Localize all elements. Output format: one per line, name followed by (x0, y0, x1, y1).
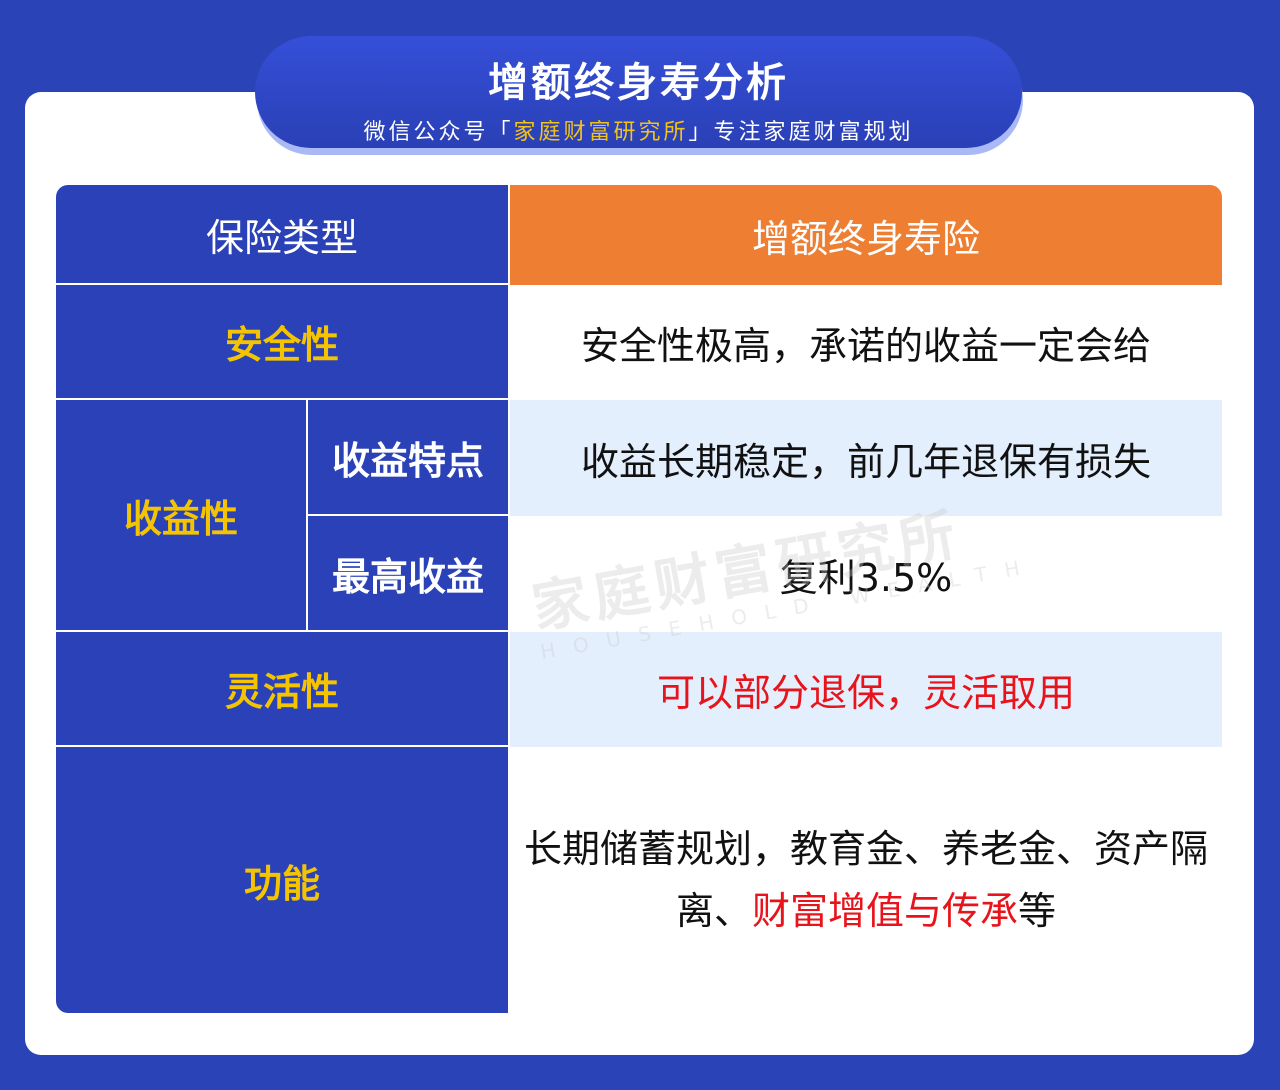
sub-label-return-feature: 收益特点 (308, 400, 510, 516)
row-label-return: 收益性 (56, 400, 308, 632)
subtitle: 微信公众号「家庭财富研究所」专注家庭财富规划 (255, 114, 1022, 146)
sub-label-text: 最高收益 (331, 554, 484, 599)
function-highlight: 财富增值与传承 (751, 889, 1018, 933)
row-value-flexibility: 可以部分退保，灵活取用 (510, 632, 1222, 747)
comparison-table: 保险类型 增额终身寿险 安全性 安全性极高，承诺的收益一定会给 收益性 收益特点… (56, 185, 1222, 1013)
row-value-max-return: 复利3.5% (510, 516, 1222, 632)
page-title: 增额终身寿分析 (488, 60, 789, 106)
row-value-return-feature: 收益长期稳定，前几年退保有损失 (510, 400, 1222, 516)
function-text: 长期储蓄规划，教育金、养老金、资产隔离、 (524, 827, 1209, 933)
row-value-function: 长期储蓄规划，教育金、养老金、资产隔离、财富增值与传承等 (510, 747, 1222, 1013)
col-header-type: 保险类型 (56, 185, 510, 285)
sub-label-max-return: 最高收益 (308, 516, 510, 632)
subtitle-prefix: 微信公众号「 (363, 120, 514, 145)
row-label-safety: 安全性 (56, 285, 510, 400)
title-banner: 增额终身寿分析 微信公众号「家庭财富研究所」专注家庭财富规划 (255, 36, 1022, 148)
function-text-end: 等 (1018, 889, 1057, 933)
row-value-safety: 安全性极高，承诺的收益一定会给 (510, 285, 1222, 400)
row-label-function: 功能 (56, 747, 510, 1013)
brand-name: 家庭财富研究所 (513, 120, 689, 145)
row-label-flexibility: 灵活性 (56, 632, 510, 747)
subtitle-suffix: 」专注家庭财富规划 (688, 120, 914, 145)
sub-label-text: 收益特点 (331, 438, 484, 483)
col-header-product: 增额终身寿险 (510, 185, 1222, 285)
